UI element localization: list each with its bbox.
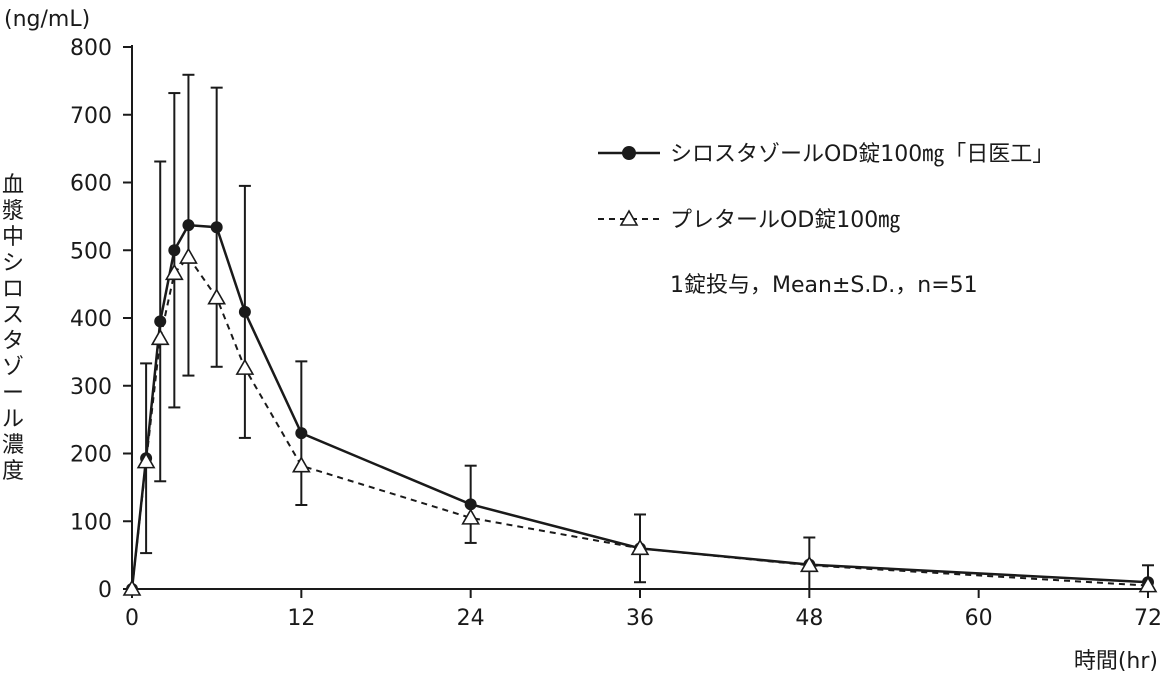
y-axis-label-char: ー [2, 381, 24, 406]
x-tick-label: 60 [965, 606, 993, 631]
y-axis-label-char: ス [2, 303, 24, 328]
x-tick-label: 24 [457, 606, 485, 631]
y-axis-label-char: ロ [2, 277, 24, 302]
y-axis-label-char: ゾ [2, 355, 24, 380]
y-axis-label-char: シ [2, 251, 24, 276]
legend: シロスタゾールOD錠100㎎「日医工」プレタールOD錠100㎎ [598, 142, 1054, 234]
data-point-triangle [164, 263, 184, 281]
y-axis-label-char: タ [2, 329, 24, 354]
data-point-triangle [122, 579, 142, 596]
legend-marker-triangle [619, 209, 639, 226]
data-point-triangle [461, 508, 481, 525]
annotation-text: 1錠投与，Mean±S.D.，n=51 [670, 273, 978, 298]
y-tick-label: 200 [70, 443, 112, 468]
text-layer: (ng/mL) 時間(hr) 1錠投与，Mean±S.D.，n=51 0 100 2… [2, 7, 1162, 674]
series-layer [122, 73, 1158, 596]
series-line-dashed [131, 255, 1149, 590]
x-tick-label: 0 [125, 606, 139, 631]
y-tick-label: 0 [98, 578, 112, 603]
data-point-triangle [799, 555, 819, 573]
y-unit-label: (ng/mL) [4, 7, 90, 32]
y-tick-label: 100 [70, 510, 112, 535]
x-axis-label: 時間(hr) [1074, 649, 1158, 674]
data-point-triangle [1138, 576, 1158, 593]
data-point-triangle [235, 358, 255, 375]
data-point-triangle [136, 452, 156, 469]
y-axis-label-char: 濃 [2, 433, 24, 458]
x-tick-label: 72 [1134, 606, 1162, 631]
y-axis-label-char: 血 [2, 173, 24, 198]
x-tick-label: 36 [626, 606, 654, 631]
data-point-circle [210, 221, 223, 234]
data-point-triangle [630, 538, 650, 556]
y-tick-label: 600 [70, 172, 112, 197]
data-point-triangle [179, 247, 198, 264]
data-point-triangle [207, 288, 227, 305]
data-point-triangle [291, 456, 311, 473]
y-axis-label-char: ル [2, 407, 24, 432]
y-tick-label: 400 [70, 307, 112, 332]
y-axis-label-char: 漿 [2, 199, 24, 224]
x-tick-label: 48 [795, 606, 823, 631]
data-point-circle [238, 305, 251, 318]
y-axis-label-char: 度 [2, 459, 24, 484]
legend-label: シロスタゾールOD錠100㎎「日医工」 [670, 142, 1054, 168]
data-point-circle [168, 244, 181, 257]
legend-marker-circle [622, 146, 636, 160]
y-tick-label: 300 [70, 375, 112, 400]
data-point-circle [464, 498, 477, 511]
y-axis-label-char: 中 [2, 225, 24, 250]
y-tick-label: 500 [70, 239, 112, 264]
data-point-circle [295, 427, 308, 440]
legend-label: プレタールOD錠100㎎ [670, 208, 900, 234]
y-tick-label: 800 [70, 36, 112, 61]
x-tick-label: 12 [287, 606, 315, 631]
data-point-circle [182, 219, 195, 232]
y-tick-label: 700 [70, 104, 112, 129]
data-point-triangle [150, 328, 170, 346]
